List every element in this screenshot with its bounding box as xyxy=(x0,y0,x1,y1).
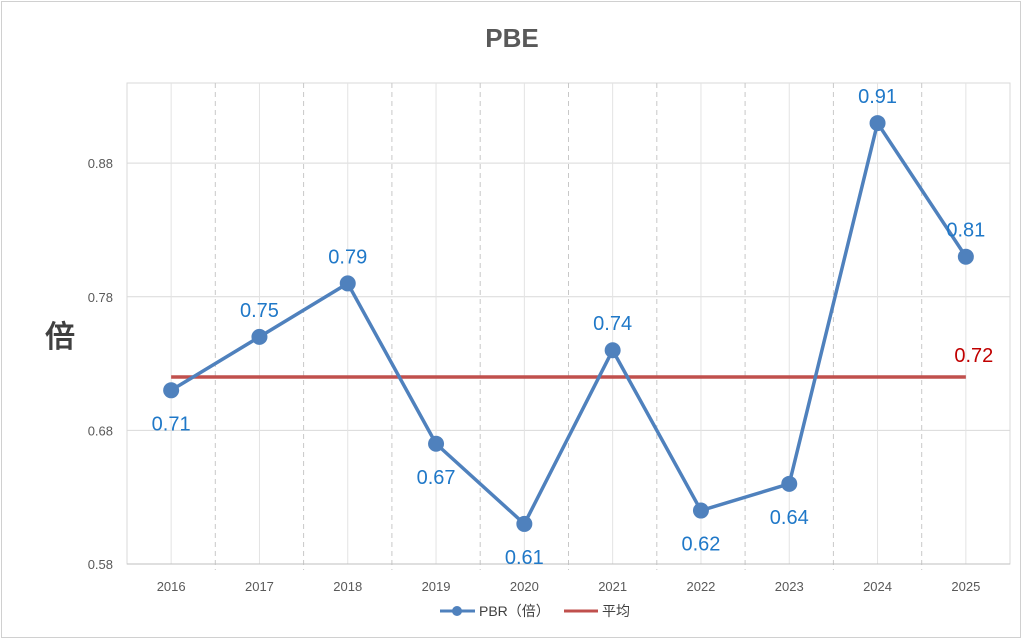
pbr-data-label: 0.62 xyxy=(681,534,720,556)
pbr-series-line xyxy=(170,121,968,526)
legend: PBR（倍） 平均 xyxy=(440,603,630,619)
pbr-data-label: 0.81 xyxy=(946,220,985,242)
pbr-data-label: 0.75 xyxy=(240,300,279,322)
pbr-data-point xyxy=(339,275,356,292)
pbr-data-label: 0.64 xyxy=(770,507,809,529)
pbr-data-point xyxy=(957,248,974,265)
legend-average-label: 平均 xyxy=(602,603,630,619)
pbr-data-point xyxy=(428,435,445,452)
y-axis-title: 倍 xyxy=(45,320,75,354)
x-tick-label: 2018 xyxy=(333,579,362,594)
y-tick-label: 0.58 xyxy=(88,557,113,572)
x-tick-label: 2025 xyxy=(951,579,980,594)
legend-pbr-label: PBR（倍） xyxy=(479,603,550,619)
legend-pbr-marker-icon xyxy=(452,606,462,616)
pbr-data-point xyxy=(692,502,709,519)
pbr-data-point xyxy=(869,115,886,132)
pbr-data-point xyxy=(604,342,621,359)
pbr-data-point xyxy=(516,515,533,532)
x-tick-label: 2023 xyxy=(775,579,804,594)
x-tick-label: 2017 xyxy=(245,579,274,594)
chart-title: PBE xyxy=(485,23,538,53)
x-tick-label: 2020 xyxy=(510,579,539,594)
pbr-data-point xyxy=(251,328,268,345)
pbr-data-label: 0.61 xyxy=(505,547,544,569)
pbr-data-label: 0.67 xyxy=(417,467,456,489)
pbr-data-label: 0.91 xyxy=(858,86,897,108)
x-tick-label: 2024 xyxy=(863,579,892,594)
y-tick-label: 0.78 xyxy=(88,290,113,305)
x-tick-label: 2019 xyxy=(422,579,451,594)
x-tick-label: 2016 xyxy=(157,579,186,594)
x-tick-label: 2021 xyxy=(598,579,627,594)
pbr-data-label: 0.79 xyxy=(328,246,367,268)
pbr-data-label: 0.71 xyxy=(152,413,191,435)
average-data-label: 0.72 xyxy=(954,345,993,367)
x-tick-label: 2022 xyxy=(686,579,715,594)
pbr-data-label: 0.74 xyxy=(593,313,632,335)
pbr-data-point xyxy=(781,475,798,492)
y-tick-label: 0.68 xyxy=(88,423,113,438)
pbr-data-point xyxy=(163,382,180,399)
y-tick-label: 0.88 xyxy=(88,156,113,171)
